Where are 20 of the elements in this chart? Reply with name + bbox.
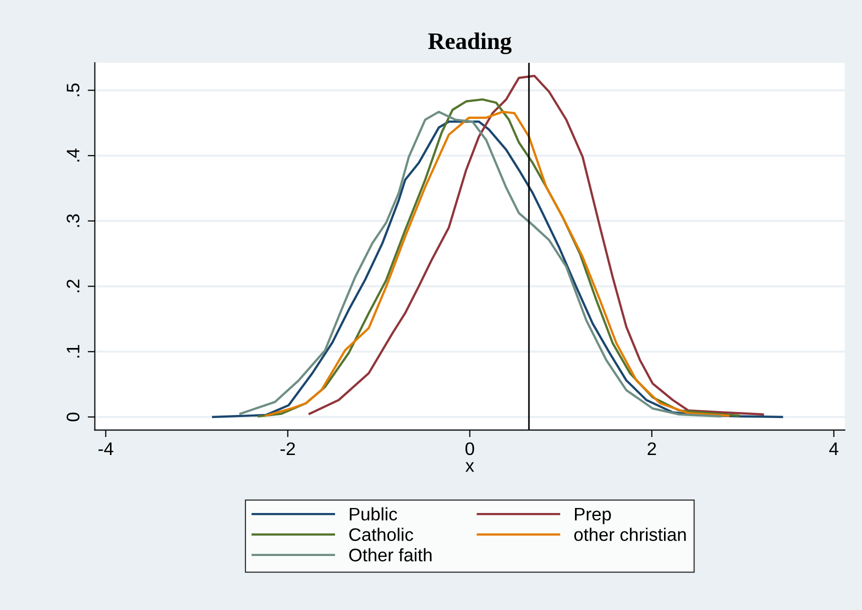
y-tick-label: .4 (66, 148, 80, 162)
legend-label: Public (350, 507, 398, 521)
y-tick-label: .5 (66, 84, 80, 96)
x-axis-title: x (465, 462, 474, 472)
x-tick-label: 4 (829, 442, 838, 455)
x-tick-label: -2 (280, 442, 295, 455)
x-tick-label: 0 (465, 442, 474, 456)
legend-label: Other faith (349, 548, 432, 562)
x-tick-label: -4 (98, 442, 114, 455)
legend-label: other christian (574, 528, 686, 542)
y-tick-label: .1 (66, 344, 80, 358)
chart-title: Reading (428, 32, 512, 54)
line-series (308, 74, 764, 416)
y-tick-label: 0 (66, 412, 80, 422)
y-tick-label: .3 (66, 214, 80, 227)
legend-label: Catholic (349, 528, 414, 542)
legend-label: Prep (574, 508, 611, 524)
x-tick-label: 2 (648, 442, 656, 455)
line-series (212, 120, 784, 418)
y-tick-label: .2 (66, 280, 80, 292)
